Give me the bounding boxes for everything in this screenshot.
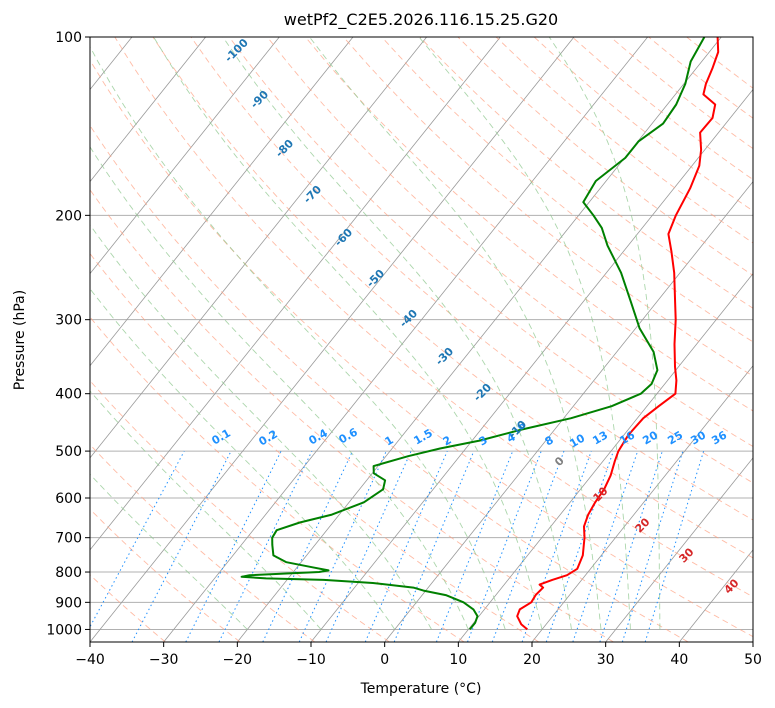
dry-adiabat-line [90,252,540,642]
x-tick-label: 0 [380,652,389,668]
dry-adiabat-line [152,37,753,559]
isotherm-line [90,37,280,275]
x-tick-label: −30 [149,652,179,668]
moist-adiabat-line [153,37,543,630]
dry-adiabat-line [90,316,465,642]
isotherm-line [90,37,354,367]
isotherm-line [605,457,753,642]
dry-adiabat-line [90,443,315,642]
moist-adiabat-line [309,37,602,630]
mixing-ratio-line [262,450,353,642]
mixing-ratio-line [599,450,663,642]
mixing-ratio-line [393,450,475,642]
x-tick-label: −40 [75,652,105,668]
dewpoint-profile-line [240,37,706,631]
moist-adiabat-line [222,37,572,630]
y-tick-label: 800 [55,565,82,581]
y-tick-label: 1000 [46,622,82,638]
isotherm-line [90,37,206,183]
y-tick-label: 900 [55,595,82,611]
dry-adiabat-line [190,37,753,521]
dry-adiabat-line [228,37,753,484]
x-tick-label: 20 [523,652,541,668]
mixing-ratio-line [218,450,313,642]
x-tick-label: −20 [223,652,253,668]
dry-adiabat-line [114,37,753,598]
dry-adiabat-line [266,37,753,448]
moist-adiabat-line [90,473,248,630]
x-axis-label: Temperature (°C) [360,681,482,697]
moist-adiabat-line [548,37,661,630]
axes-layer: −40 −30 −20 −10 0 10 20 30 40 50 1000 900 800 700 600 5… [46,30,762,668]
dry-adiabat-line [305,37,753,412]
dry-adiabat-line [90,574,166,642]
grid-layer [90,37,753,642]
isotherm-line [237,37,722,642]
x-tick-label: 50 [744,652,762,668]
y-tick-label: 500 [55,444,82,460]
isotherm-line [384,180,753,642]
dry-adiabat-line [90,189,614,642]
moist-adiabat-line [90,45,506,630]
moist-adiabat-line [90,390,322,630]
mixing-ratio-line [325,450,412,642]
isotherm-line [458,273,753,642]
moist-adiabat-line [90,224,432,630]
y-tick-label: 400 [55,387,82,403]
isotherm-line [310,88,753,642]
isotherm-line [90,37,501,551]
isotherm-line [90,37,575,642]
plot-frame [89,36,754,643]
x-tick-label: −10 [296,652,326,668]
y-tick-label: 200 [55,208,82,224]
moist-adiabat-line [90,146,469,630]
mixing-ratio-line [621,450,684,642]
x-tick-label: 40 [670,652,688,668]
dry-adiabat-line [419,37,753,309]
moist-adiabat-line [418,37,631,630]
y-tick-label: 700 [55,531,82,547]
dry-adiabat-line [90,124,689,642]
x-tick-label: 10 [449,652,467,668]
y-tick-label: 600 [55,491,82,507]
temperature-profile-line [516,37,720,631]
series-layer [240,37,720,631]
dry-adiabat-line [90,380,390,642]
mixing-ratio-line [435,450,514,642]
isotherm-line [90,37,427,459]
y-tick-label: 300 [55,313,82,329]
mixing-ratio-line [364,450,448,642]
mixing-ratio-line [644,450,705,642]
chart-title: wetPf2_C2E5.2026.116.15.25.G20 [284,10,558,30]
y-axis-label: Pressure (hPa) [12,290,28,390]
moist-adiabat-line [90,288,396,630]
isotherm-line [531,365,753,642]
mixing-ratio-line [298,450,387,642]
mixing-ratio-line [90,450,185,628]
y-tick-label: 100 [55,30,82,46]
x-tick-label: 30 [597,652,615,668]
